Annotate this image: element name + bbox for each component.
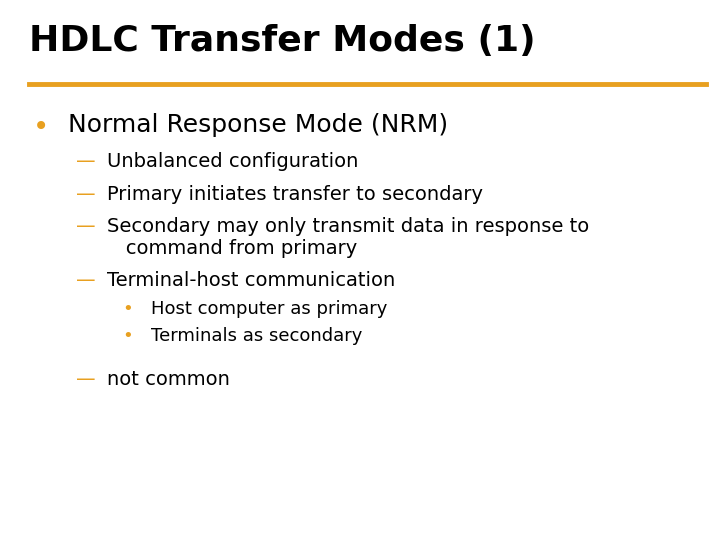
Text: Host computer as primary: Host computer as primary: [151, 300, 387, 318]
Text: —: —: [76, 271, 95, 290]
Text: •: •: [122, 300, 133, 318]
Text: •: •: [32, 113, 49, 141]
Text: Terminal-host communication: Terminal-host communication: [107, 271, 395, 290]
Text: Primary initiates transfer to secondary: Primary initiates transfer to secondary: [107, 185, 482, 204]
Text: •: •: [122, 327, 133, 345]
Text: Terminals as secondary: Terminals as secondary: [151, 327, 363, 345]
Text: —: —: [76, 152, 95, 171]
Text: —: —: [76, 217, 95, 236]
Text: —: —: [76, 370, 95, 389]
Text: not common: not common: [107, 370, 230, 389]
Text: Secondary may only transmit data in response to
   command from primary: Secondary may only transmit data in resp…: [107, 217, 589, 258]
Text: —: —: [76, 185, 95, 204]
Text: HDLC Transfer Modes (1): HDLC Transfer Modes (1): [29, 24, 536, 58]
Text: Normal Response Mode (NRM): Normal Response Mode (NRM): [68, 113, 449, 137]
Text: Unbalanced configuration: Unbalanced configuration: [107, 152, 358, 171]
